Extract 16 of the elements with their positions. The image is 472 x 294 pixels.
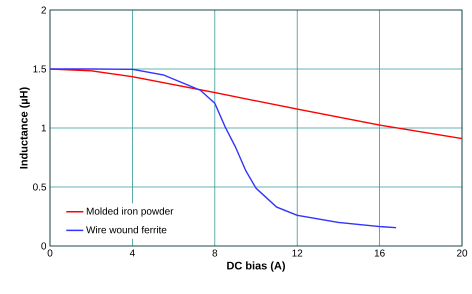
legend-label: Molded iron powder	[86, 207, 174, 217]
x-tick-label: 0	[48, 250, 52, 257]
x-tick-label: 8	[212, 250, 218, 257]
y-axis-title: Inductance (µH)	[20, 87, 30, 168]
x-tick-label: 4	[130, 250, 135, 256]
y-tick-label: 2	[41, 6, 46, 14]
x-tick-label: 12	[292, 250, 302, 256]
x-axis-title: DC bias (A)	[227, 261, 285, 272]
y-tick-label: 1	[42, 124, 46, 132]
legend-label: Wire wound ferrite	[86, 226, 166, 234]
line-series	[50, 68, 462, 140]
y-tick-label: 1.5	[33, 66, 46, 72]
x-tick-label: 16	[374, 250, 385, 257]
y-tick-label: 0	[41, 242, 46, 250]
y-tick-label: 0.5	[33, 183, 46, 191]
x-tick-label: 20	[456, 250, 468, 257]
